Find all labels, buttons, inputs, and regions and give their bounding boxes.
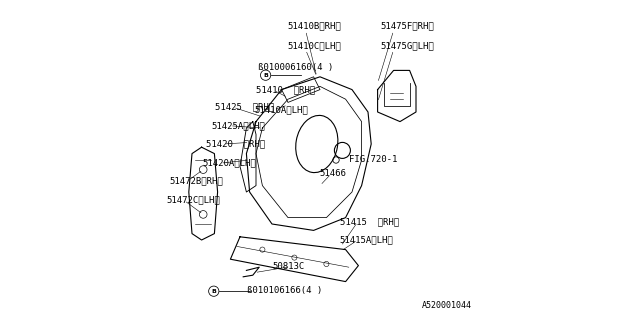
Text: 51420  〈RH〉: 51420 〈RH〉 (206, 140, 265, 148)
Text: 51410A〈LH〉: 51410A〈LH〉 (255, 105, 308, 114)
Text: 51415A〈LH〉: 51415A〈LH〉 (340, 236, 394, 244)
Text: B: B (263, 73, 268, 78)
Text: 51410C〈LH〉: 51410C〈LH〉 (287, 41, 341, 50)
Text: 51472C〈LH〉: 51472C〈LH〉 (166, 196, 220, 205)
Text: 51425  〈RH〉: 51425 〈RH〉 (215, 103, 274, 112)
Text: 51475F〈RH〉: 51475F〈RH〉 (380, 22, 434, 31)
Text: ß010006160(4 ): ß010006160(4 ) (258, 63, 333, 72)
Text: 51410  〈RH〉: 51410 〈RH〉 (256, 86, 315, 95)
Text: 51425A〈LH〉: 51425A〈LH〉 (212, 121, 266, 130)
Text: 51475G〈LH〉: 51475G〈LH〉 (380, 41, 434, 50)
Text: 51466: 51466 (319, 169, 346, 178)
Text: 51420A〈LH〉: 51420A〈LH〉 (202, 159, 256, 168)
Text: ß010106166(4 ): ß010106166(4 ) (248, 286, 323, 295)
Text: 51410B〈RH〉: 51410B〈RH〉 (287, 22, 341, 31)
Text: FIG.720-1: FIG.720-1 (349, 155, 398, 164)
Text: A520001044: A520001044 (422, 301, 472, 310)
Text: 51472B〈RH〉: 51472B〈RH〉 (170, 177, 223, 186)
Text: B: B (211, 289, 216, 294)
Text: 51415  〈RH〉: 51415 〈RH〉 (340, 217, 399, 226)
Text: 50813C: 50813C (273, 262, 305, 271)
